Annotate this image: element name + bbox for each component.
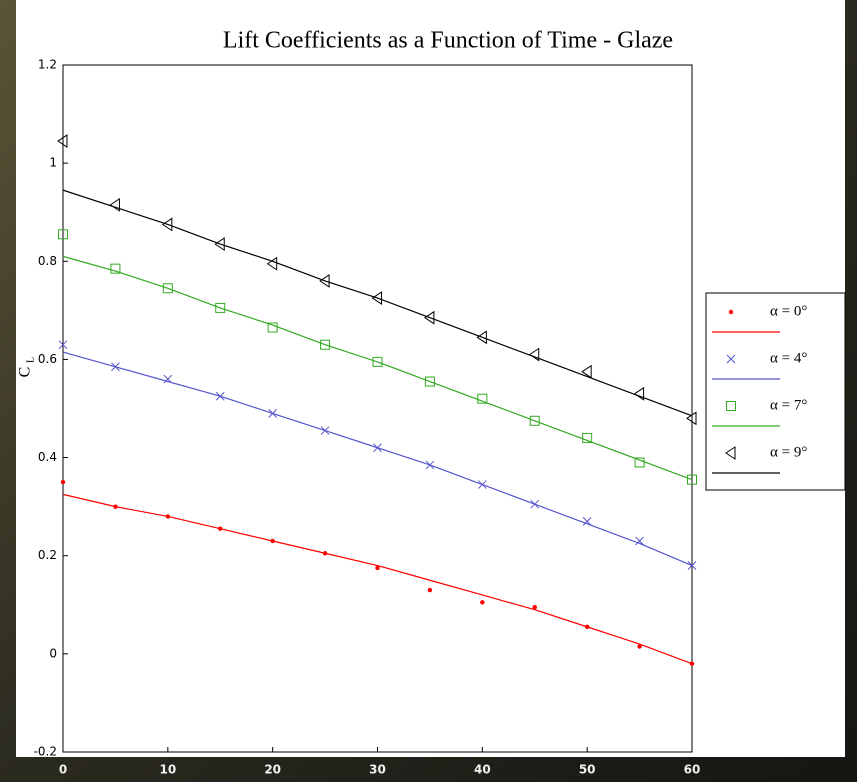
point [372,356,383,367]
point [109,197,120,212]
point [687,561,697,570]
chart-title: Lift Coefficients as a Function of Time … [223,28,673,54]
legend-label: α = 9° [770,444,807,460]
legend-marker [728,309,734,315]
y-tick-label: 0.6 [38,352,57,366]
point [268,409,278,418]
point [267,322,278,333]
point [111,362,120,372]
x-tick-label: 60 [684,763,701,777]
point [477,393,488,404]
fit-line [62,255,693,481]
point [477,480,487,489]
point [58,229,68,240]
point [424,376,435,387]
point [687,474,697,485]
legend-label: α = 4° [770,350,807,366]
y-tick-label: -0.2 [34,745,57,759]
point [634,457,645,468]
point [689,661,695,666]
point [60,479,66,485]
point [375,565,380,571]
point [424,310,435,325]
y-tick-label: 1 [49,156,57,170]
point [319,273,330,288]
point [371,291,382,306]
point [584,624,590,630]
point [270,538,275,544]
y-tick-label: 0.4 [38,450,57,464]
y-label-sub: L [25,357,36,363]
point [528,347,540,362]
point [322,551,328,556]
point [162,283,173,294]
y-label-main: C [17,367,34,378]
point [113,504,118,509]
point [530,499,540,509]
point [218,526,223,531]
point [581,364,592,379]
point [320,426,330,435]
fit-line [62,189,693,417]
legend-label: α = 7° [770,397,807,413]
point [214,237,225,252]
point [633,386,645,401]
point [480,600,485,605]
legend-box [705,292,846,491]
y-tick-label: 0.8 [38,254,57,268]
point [165,514,171,519]
x-tick-label: 50 [579,763,596,777]
point [110,263,121,274]
point [320,339,331,350]
point [58,340,68,350]
point [161,217,173,232]
y-tick-label: 0.2 [38,548,57,562]
point [215,302,226,313]
point [686,411,697,426]
point [582,432,593,443]
point [425,460,435,470]
point [427,587,433,593]
y-tick-label: 1.2 [38,58,57,72]
y-tick-label: 0 [49,646,57,660]
y-axis-label: C L [17,357,37,377]
point [373,443,382,453]
point [266,256,278,271]
legend-marker [725,446,736,460]
legend-label: α = 0° [770,303,807,319]
legend-marker [726,401,736,411]
x-tick-label: 40 [474,763,491,777]
point [163,374,173,384]
point [215,391,225,401]
x-tick-label: 10 [159,763,176,777]
point [582,517,592,526]
x-tick-label: 20 [264,763,281,777]
point [476,330,487,345]
point [529,415,540,426]
point [57,134,68,148]
point [532,605,537,610]
legend-marker [726,354,736,364]
point [637,644,642,649]
point [635,536,644,546]
x-tick-label: 0 [59,763,67,777]
x-tick-label: 30 [369,763,386,777]
